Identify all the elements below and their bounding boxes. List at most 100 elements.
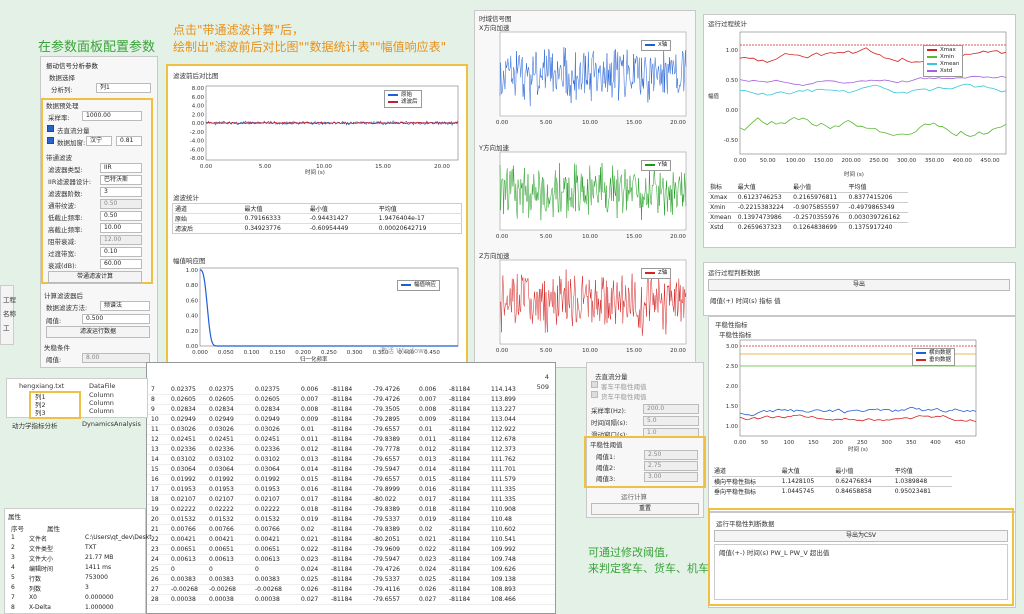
table-cell: 109.748 — [491, 556, 516, 563]
table-cell: 0.02375 — [209, 386, 234, 393]
tick-label: 0.250 — [321, 350, 337, 356]
left-tab-2[interactable]: 名称 — [3, 310, 16, 318]
table-row: 28 0.00038 0.00038 0.00038 0.027 -81184 -79.65… — [147, 595, 555, 605]
freq-plot-area — [199, 267, 459, 347]
judge-export-button[interactable]: 导出为CSV — [714, 530, 1008, 542]
props-cell: 3 — [85, 584, 89, 591]
tree-item-col3[interactable]: 列3 — [35, 409, 46, 417]
stop-input[interactable]: 12.00 — [100, 235, 142, 245]
tick-label: 300 — [881, 440, 892, 446]
table-cell: 0.02834 — [255, 406, 280, 413]
atten-value: 60.00 — [104, 260, 122, 267]
param-panel-title: 振动信号分析参数 — [46, 62, 98, 70]
remove-dc-checkbox[interactable] — [47, 125, 54, 132]
stats-cell: 0.34923776 — [244, 225, 281, 232]
low-cut-input[interactable]: 0.50 — [100, 211, 142, 221]
ripple-input[interactable]: 0.50 — [100, 199, 142, 209]
fault-input[interactable]: 8.00 — [82, 353, 150, 363]
opt2-checkbox[interactable] — [591, 391, 598, 398]
table-cell: 0.024 — [301, 566, 319, 573]
tick-label: 50 — [761, 440, 768, 446]
tick-label: -0.50 — [724, 138, 739, 144]
order-input[interactable]: 3 — [100, 187, 142, 197]
table-cell: 0.023 — [419, 556, 437, 563]
th-sample-label: 采样率(Hz): — [591, 407, 627, 415]
tick-label: 450 — [955, 440, 966, 446]
tick-label: 100 — [784, 440, 795, 446]
tree-type-1: Column — [89, 391, 114, 399]
sample-rate-input[interactable]: 1000.00 — [82, 111, 142, 121]
th-sample-input[interactable]: 200.0 — [643, 404, 699, 414]
atten-input[interactable]: 60.00 — [100, 259, 142, 269]
tree-root[interactable]: hengxiang.txt — [19, 382, 65, 390]
tick-label: 350 — [906, 440, 917, 446]
tick-label: -6.00 — [190, 147, 205, 153]
tree-item-col2[interactable]: 列2 — [35, 401, 46, 409]
table-cell: -81184 — [331, 516, 353, 523]
window-param-input[interactable]: 0.81 — [116, 136, 142, 146]
table-cell: 113.899 — [491, 396, 516, 403]
transition-input[interactable]: 0.10 — [100, 247, 142, 257]
tree-extra[interactable]: 动力学指标分析 — [12, 422, 58, 430]
stat-cell: 0.8377415206 — [848, 193, 893, 201]
t1-label: 阈值1: — [596, 453, 616, 461]
tick-label: 10.00 — [582, 120, 598, 126]
freq-legend-label: 幅值响应 — [414, 282, 437, 288]
table-cell: 109.626 — [491, 566, 516, 573]
left-tab-3[interactable]: 工 — [3, 324, 10, 332]
tick-label: 2.00 — [192, 112, 205, 118]
tick-label: 20.00 — [434, 164, 450, 170]
table-row: 20 0.01532 0.01532 0.01532 0.019 -81184 -79.53… — [147, 515, 555, 525]
table-cell: 0.008 — [301, 406, 319, 413]
t1-input[interactable]: 2.50 — [644, 450, 698, 460]
stat-header-row: 指标 最大值 最小值 平均值 — [708, 182, 908, 192]
th-interval-input[interactable]: 5.0 — [643, 416, 699, 426]
judge-columns: 阈值(+-) 时间(s) PW_L PW_V 超出值 — [719, 549, 830, 557]
reset-button[interactable]: 重置 — [591, 503, 699, 515]
run-data-export-button[interactable]: 导出 — [708, 279, 1010, 291]
table-cell: 0.026 — [301, 586, 319, 593]
filter-group: 数据预处理 采样率: 1000.00 去直流分量 数据加窗: 汉宁 0.81 带… — [44, 100, 150, 283]
t2-input[interactable]: 2.75 — [644, 461, 698, 471]
high-cut-input[interactable]: 10.00 — [100, 223, 142, 233]
tick-label: 0.00 — [496, 120, 509, 126]
filter-type-select[interactable]: IIR — [100, 163, 142, 173]
table-cell: 0.02605 — [209, 396, 234, 403]
smooth-x-ticks: 0.00 50 100 150 200 250 300 350 400 450 — [734, 440, 966, 446]
table-cell: 18 — [151, 496, 159, 503]
sample-rate-label: 采样率: — [48, 114, 70, 122]
stop-value: 12.00 — [104, 236, 122, 243]
signal2-legend-label: Y轴 — [658, 162, 667, 168]
threshold-input[interactable]: 0.500 — [82, 314, 150, 324]
window-type-select[interactable]: 汉宁 — [86, 136, 112, 146]
stat-legend-label-xmin: Xmin — [940, 54, 955, 60]
table-cell: 0.00383 — [255, 576, 280, 583]
tick-label: 15.00 — [626, 348, 642, 354]
column-select[interactable]: 列1 — [96, 83, 151, 93]
left-tab-1[interactable]: 工程 — [3, 296, 16, 304]
calc-method-select[interactable]: 频谱法 — [100, 301, 150, 311]
tick-label: 150 — [808, 440, 819, 446]
table-row: 原始 0.79166333 -0.94431427 1.9476404e-17 — [172, 213, 462, 224]
bandpass-calc-button[interactable]: 带通滤波计算 — [48, 271, 142, 283]
design-method-select[interactable]: 巴特沃斯 — [100, 175, 142, 185]
table-cell: -81184 — [449, 406, 471, 413]
table-cell: -81184 — [331, 456, 353, 463]
run-filter-button[interactable]: 滤波运行数据 — [46, 326, 150, 338]
tree-item-col1[interactable]: 列1 — [35, 393, 46, 401]
props-cell: 5 — [11, 574, 15, 581]
table-row: 滤波后 0.34923776 -0.60954449 0.00020642719 — [172, 223, 462, 234]
table-cell: 112.678 — [491, 436, 516, 443]
opt1-checkbox[interactable] — [591, 381, 598, 388]
window-checkbox[interactable] — [47, 137, 54, 144]
props-row: 5 行数 753000 — [5, 573, 145, 583]
preproc-section: 数据预处理 — [46, 102, 79, 110]
table-cell: 0.03026 — [171, 426, 196, 433]
table-row: 13 0.02336 0.02336 0.02336 0.012 -81184 -79.77… — [147, 445, 555, 455]
props-cell: 753000 — [85, 574, 108, 581]
stats-title: 滤波统计 — [173, 194, 199, 202]
stat-cell: -0.2215383224 — [737, 203, 784, 211]
tick-label: 4.00 — [192, 104, 205, 110]
t3-input[interactable]: 3.00 — [644, 472, 698, 482]
table-cell: 0.007 — [301, 396, 319, 403]
